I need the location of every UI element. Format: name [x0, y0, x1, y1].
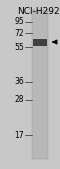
Text: 72: 72: [14, 29, 24, 38]
Bar: [32, 10, 48, 159]
Text: 17: 17: [14, 130, 24, 139]
Text: 95: 95: [14, 18, 24, 27]
Text: 36: 36: [14, 78, 24, 87]
Text: NCI-H292: NCI-H292: [17, 7, 59, 16]
Text: 55: 55: [14, 42, 24, 52]
Bar: [33, 39, 47, 45]
Text: 28: 28: [15, 95, 24, 104]
